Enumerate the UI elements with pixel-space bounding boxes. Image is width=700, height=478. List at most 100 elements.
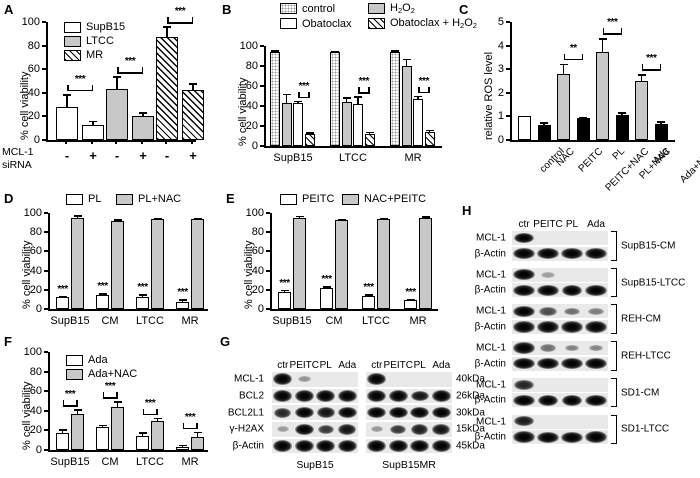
panel-a-legend: SupB15 LTCC MR xyxy=(64,21,134,63)
sig-0-label: *** xyxy=(74,73,86,85)
panel-c: C 0 1 2 3 4 5 relative ROS level control NAC PEIT… xyxy=(455,0,700,194)
legend-label: MR xyxy=(86,49,104,61)
x-tick-label-1: LTCC xyxy=(339,152,367,164)
x-axis xyxy=(264,146,442,148)
x-tick-label-3: MR xyxy=(181,315,199,327)
panel-b-plot: 0 20 40 60 80 100 % cell viability *** SupB15 ***… xyxy=(218,0,477,180)
sig-0 xyxy=(67,84,93,92)
errorbar-g0-s1 xyxy=(73,409,82,415)
x-tick-label-2: - xyxy=(114,148,120,163)
blot-band xyxy=(390,424,407,435)
blot-kda-label: 26kDa xyxy=(456,390,485,402)
y-tick-label: 20 xyxy=(251,283,264,296)
blot-row-label: β-Actin xyxy=(474,321,506,333)
legend-label: Ada xyxy=(88,354,108,366)
bar-g0-s1 xyxy=(293,217,306,309)
bar-g2-s0 xyxy=(362,296,375,309)
blot-band xyxy=(367,373,387,386)
x-tick-3 xyxy=(141,140,143,144)
y-tick xyxy=(260,45,264,47)
sig-g3: *** xyxy=(177,286,188,298)
errorbar-g2-s3 xyxy=(425,129,434,132)
blot-band xyxy=(367,406,387,419)
blot-box xyxy=(512,304,608,319)
x-tick-4 xyxy=(165,140,167,144)
bar-0 xyxy=(518,116,531,140)
y-tick-label: 1 xyxy=(497,110,504,123)
errorbar-g0-s3 xyxy=(305,132,314,134)
sig-g3 xyxy=(182,422,198,430)
y-tick-label: 20 xyxy=(245,120,258,132)
y-tick-label: 80 xyxy=(29,365,42,378)
blot-band xyxy=(411,424,429,435)
y-tick-label: 0 xyxy=(257,303,264,315)
panel-a-plot: 0 20 40 60 80 100 % cell viability *** *** *** - + -… xyxy=(0,0,215,180)
blot-band xyxy=(513,305,535,317)
blot-band xyxy=(410,406,430,419)
blot-band xyxy=(316,440,336,452)
x-axis xyxy=(48,309,208,311)
bar-g3-s0 xyxy=(176,446,189,450)
legend-swatch xyxy=(66,368,83,380)
legend-label: PL xyxy=(88,193,102,205)
blot-band xyxy=(537,321,559,333)
blot-box xyxy=(512,356,608,371)
x-tick-label-2: LTCC xyxy=(136,456,164,468)
bar-0 xyxy=(56,106,78,140)
y-tick-label: 0 xyxy=(497,134,504,146)
x-tick-label-1: CM xyxy=(325,315,343,327)
bar-g0-s3 xyxy=(304,133,315,146)
x-tick-label-2: MR xyxy=(404,152,422,164)
blot-box xyxy=(366,388,452,404)
x-tick-label-2: LTCC xyxy=(136,315,164,327)
y-tick xyxy=(42,91,46,94)
y-tick-label: 4 xyxy=(497,39,504,52)
blot-row-label: MCL-1 xyxy=(475,342,506,354)
errorbar-g1-s2 xyxy=(354,96,362,104)
sig-g3: *** xyxy=(405,286,416,298)
bar-g2-s3 xyxy=(424,132,435,146)
x-tick-5 xyxy=(191,140,193,144)
blot-band xyxy=(537,284,559,296)
d-plot-legend: PL PL+NAC xyxy=(66,193,181,207)
lane-label: Ada xyxy=(338,360,357,371)
blot-kda-label: 15kDa xyxy=(456,423,485,435)
blot-band xyxy=(316,390,336,402)
y-tick xyxy=(260,145,264,147)
x-tick-label-0: SupB15 xyxy=(272,315,312,327)
errorbar-g3-s0 xyxy=(178,298,187,303)
y-tick-label: 80 xyxy=(27,39,40,52)
panel-h-blot: ctr PEITC PL Ada MCL-1 β-Actin SupB15-CM MCL-1 β… xyxy=(460,185,700,478)
y-axis xyxy=(46,22,48,141)
errorbar-g2-s1 xyxy=(153,217,162,220)
legend-label: PL+NAC xyxy=(138,193,182,205)
blot-row-label: BCL2L1 xyxy=(227,407,264,419)
blot-band xyxy=(294,440,314,452)
bar-1 xyxy=(537,124,551,140)
panel-b-label: B xyxy=(222,2,232,17)
x-tick-label-1: + xyxy=(89,148,97,163)
bar-7 xyxy=(654,124,668,140)
y-tick xyxy=(44,231,48,234)
legend-label: H2O2 xyxy=(390,2,415,15)
errorbar-g2-s0 xyxy=(138,432,147,437)
y-tick xyxy=(42,139,46,141)
blot-band xyxy=(537,248,559,260)
y-tick xyxy=(42,68,46,71)
e-plot-legend: PEITC NAC+PEITC xyxy=(280,193,426,207)
lane-label: PL xyxy=(413,360,426,371)
errorbar-2 xyxy=(559,63,568,75)
bar-g0-s1 xyxy=(71,217,84,309)
errorbar-g3-s0 xyxy=(406,298,415,301)
panel-f: F 0 20 40 60 80 100 % cell viability *** SupB15 *… xyxy=(0,330,218,478)
lane-label: PEITC xyxy=(383,360,413,371)
blot-bracket xyxy=(611,304,617,334)
blot-group-label: SupB15-LTCC xyxy=(621,277,686,288)
blot-kda-label: 45kDa xyxy=(456,440,485,452)
y-tick xyxy=(260,65,264,67)
blot-row-label: β-Actin xyxy=(232,440,264,452)
bar-g2-s2 xyxy=(413,99,423,146)
x-axis xyxy=(46,140,196,142)
blot-band xyxy=(585,357,607,370)
x-tick-0 xyxy=(65,140,67,144)
